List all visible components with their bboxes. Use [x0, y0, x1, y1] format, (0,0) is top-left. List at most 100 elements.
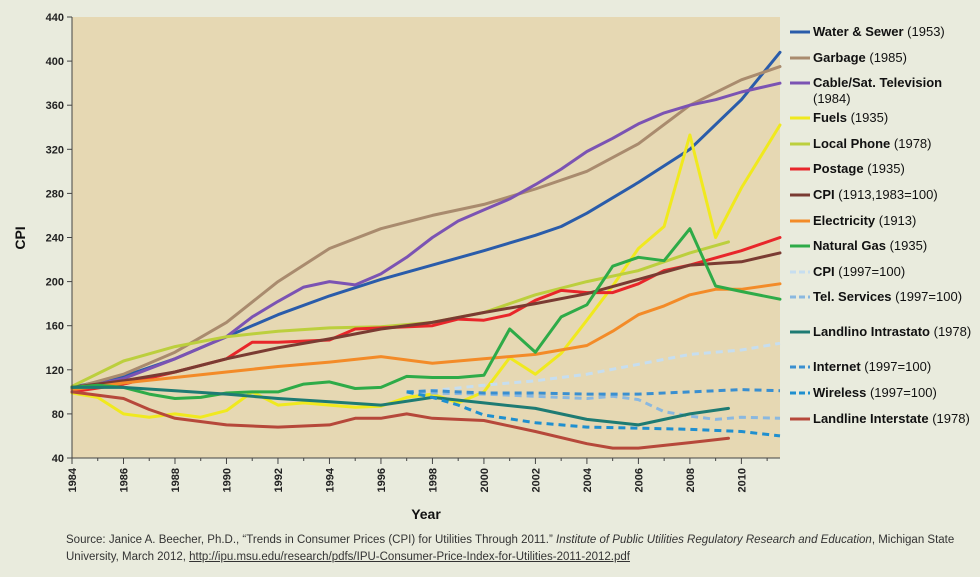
- legend-series-base: (1985): [865, 49, 907, 65]
- legend-label: Natural Gas (1935): [813, 238, 927, 254]
- legend-swatch: [790, 244, 810, 248]
- legend-series-name: CPI: [813, 263, 835, 279]
- x-tick-label: 1990: [221, 468, 233, 492]
- legend-series-name: Tel. Services: [813, 289, 892, 305]
- y-tick-label: 320: [46, 144, 64, 156]
- legend-series-base: (1984): [813, 91, 851, 107]
- legend-label: Electricity (1913): [813, 213, 916, 229]
- legend-label: Tel. Services (1997=100): [813, 289, 962, 305]
- legend-label: Local Phone (1978): [813, 136, 932, 152]
- legend-series-name: Internet: [813, 359, 861, 375]
- legend-label: Water & Sewer (1953): [813, 24, 945, 40]
- chart: 40 80 120 160 200 240 280 320 360 400 440 1984 1986 1…: [12, 12, 782, 522]
- y-tick-label: 280: [46, 188, 64, 200]
- series-line-6: [70, 251, 782, 389]
- legend-series-name: CPI: [813, 186, 835, 202]
- source-link[interactable]: http://ipu.msu.edu/research/pdfs/IPU-Con…: [189, 551, 630, 563]
- legend-series-base: (1978): [928, 410, 970, 426]
- legend-label: Fuels (1935): [813, 110, 888, 126]
- legend-label: Landline Interstate (1978): [813, 411, 970, 427]
- legend-label: Landlino Intrastato (1978): [813, 324, 971, 340]
- legend-series-base: (1978): [890, 135, 932, 151]
- legend-series-base: (1913,1983=100): [834, 186, 938, 202]
- y-tick-label: 360: [46, 100, 64, 112]
- plot-area: [72, 17, 780, 458]
- legend-item: Cable/Sat. Television (1984): [790, 75, 980, 110]
- legend-series-base: (1997=100): [834, 263, 906, 279]
- x-tick-label: 2000: [479, 468, 491, 492]
- series-line-9: [406, 341, 781, 394]
- source-prefix: Source: Janice A. Beecher, Ph.D., “Trend…: [66, 534, 557, 546]
- legend-swatch: [790, 116, 810, 120]
- legend-item: Internet (1997=100): [790, 359, 980, 385]
- legend-swatch: [790, 391, 810, 395]
- legend-label: CPI (1913,1983=100): [813, 187, 938, 203]
- legend-item: CPI (1913,1983=100): [790, 187, 980, 213]
- legend-swatch: [790, 56, 810, 60]
- legend-item: Local Phone (1978): [790, 136, 980, 162]
- x-axis-title: Year: [411, 506, 441, 522]
- legend-series-name: Local Phone: [813, 135, 891, 151]
- legend-item: Garbage (1985): [790, 50, 980, 76]
- y-tick-label: 80: [52, 409, 64, 421]
- axes-layer: 40 80 120 160 200 240 280 320 360 400 440 1984 1986 1…: [46, 12, 780, 492]
- x-tick-label: 1996: [376, 468, 388, 492]
- source-middle: , Michigan State University, March 2012,: [66, 534, 955, 563]
- series-line-7: [70, 282, 782, 392]
- y-tick-label: 440: [46, 12, 64, 24]
- y-axis-title: CPI: [12, 226, 28, 249]
- y-tick-label: 160: [46, 321, 64, 333]
- legend-swatch: [790, 417, 810, 421]
- y-tick-label: 240: [46, 233, 64, 245]
- y-tick-label: 40: [52, 453, 64, 465]
- legend-swatch: [790, 330, 810, 334]
- x-tick-label: 1998: [427, 468, 439, 492]
- source-institute: Institute of Public Utilities Regulatory…: [556, 534, 872, 546]
- legend-series-base: (1935): [885, 238, 928, 254]
- legend-item: Postage (1935): [790, 161, 980, 187]
- legend-swatch: [790, 193, 810, 197]
- x-tick-label: 1994: [324, 467, 336, 492]
- x-tick-label: 2002: [530, 468, 542, 492]
- legend-label: Cable/Sat. Television (1984): [813, 75, 980, 107]
- legend-series-name: Landline Interstate: [813, 410, 929, 426]
- legend-series-name: Postage: [813, 161, 864, 177]
- legend-item: Fuels (1935): [790, 110, 980, 136]
- x-tick-label: 2008: [685, 468, 697, 492]
- legend-label: Wireless (1997=100): [813, 385, 937, 401]
- legend-item: Landline Interstate (1978): [790, 411, 980, 446]
- series-line-14: [70, 390, 730, 450]
- x-tick-label: 1984: [67, 467, 79, 492]
- x-tick-label: 1986: [118, 468, 130, 492]
- x-tick-label: 1992: [273, 468, 285, 492]
- legend-series-name: Wireless: [813, 384, 867, 400]
- legend-series-name: Electricity: [813, 212, 876, 228]
- legend-series-base: (1935): [846, 110, 889, 126]
- series-line-2: [70, 81, 782, 392]
- x-tick-label: 1988: [170, 468, 182, 492]
- series-line-12: [406, 388, 781, 396]
- legend: Water & Sewer (1953) Garbage (1985) Cable/…: [790, 24, 980, 446]
- series-line-8: [70, 227, 782, 400]
- legend-item: Wireless (1997=100): [790, 385, 980, 411]
- legend-item: Landlino Intrastato (1978): [790, 324, 980, 359]
- legend-item: Natural Gas (1935): [790, 238, 980, 264]
- legend-swatch: [790, 167, 810, 171]
- legend-item: Electricity (1913): [790, 213, 980, 239]
- legend-series-name: Fuels: [813, 110, 847, 126]
- legend-series-name: Water & Sewer: [813, 24, 904, 39]
- legend-series-name: Natural Gas: [813, 238, 886, 254]
- legend-swatch: [790, 270, 810, 274]
- legend-series-base: (1953): [903, 24, 945, 39]
- legend-series-base: (1913): [875, 212, 917, 228]
- x-tick-label: 2004: [582, 467, 594, 492]
- legend-item: Water & Sewer (1953): [790, 24, 980, 50]
- legend-series-base: (1978): [930, 324, 972, 340]
- legend-series-base: (1935): [863, 161, 905, 177]
- series-line-13: [406, 390, 781, 438]
- legend-series-name: Garbage: [813, 49, 866, 65]
- legend-label: Postage (1935): [813, 161, 905, 177]
- source-note: Source: Janice A. Beecher, Ph.D., “Trend…: [66, 532, 966, 566]
- legend-swatch: [790, 30, 810, 34]
- series-layer: [70, 50, 782, 450]
